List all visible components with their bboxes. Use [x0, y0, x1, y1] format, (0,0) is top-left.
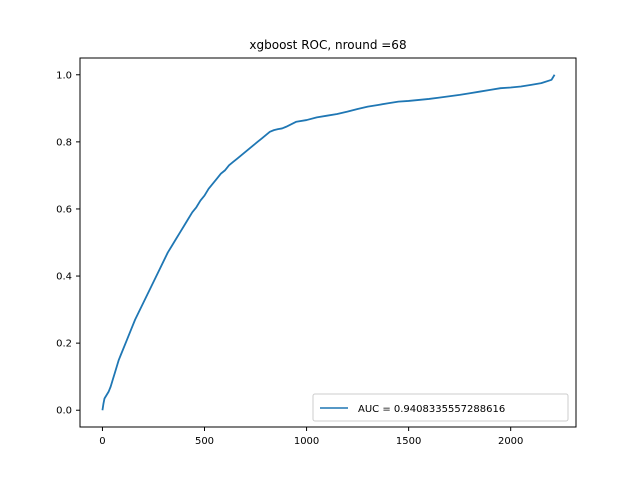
x-tick-label: 500 — [195, 436, 214, 447]
x-tick-label: 1500 — [396, 436, 421, 447]
legend: AUC = 0.9408335557288616 — [312, 393, 569, 422]
legend-entry-auc: AUC = 0.9408335557288616 — [358, 404, 505, 415]
roc-curve-line — [101, 74, 556, 411]
x-tick-label: 1000 — [294, 436, 319, 447]
legend-box — [312, 393, 569, 422]
plot-area: 0 500 1000 1500 2000 0.0 0.2 0.4 0.6 0.8 1.0 — [56, 57, 577, 447]
y-tick-label: 0.8 — [56, 137, 72, 148]
chart-title: xgboost ROC, nround =68 — [249, 38, 406, 52]
y-tick-label: 0.0 — [56, 406, 72, 417]
plot-frame — [79, 57, 577, 428]
x-axis: 0 500 1000 1500 2000 — [99, 427, 523, 447]
y-tick-label: 0.6 — [56, 204, 72, 215]
x-tick-label: 2000 — [498, 436, 523, 447]
y-tick-label: 1.0 — [56, 70, 72, 81]
y-tick-label: 0.4 — [56, 272, 72, 283]
series-layer — [101, 74, 556, 411]
y-axis: 0.0 0.2 0.4 0.6 0.8 1.0 — [56, 70, 80, 417]
y-tick-label: 0.2 — [56, 339, 72, 350]
x-tick-label: 0 — [99, 436, 105, 447]
